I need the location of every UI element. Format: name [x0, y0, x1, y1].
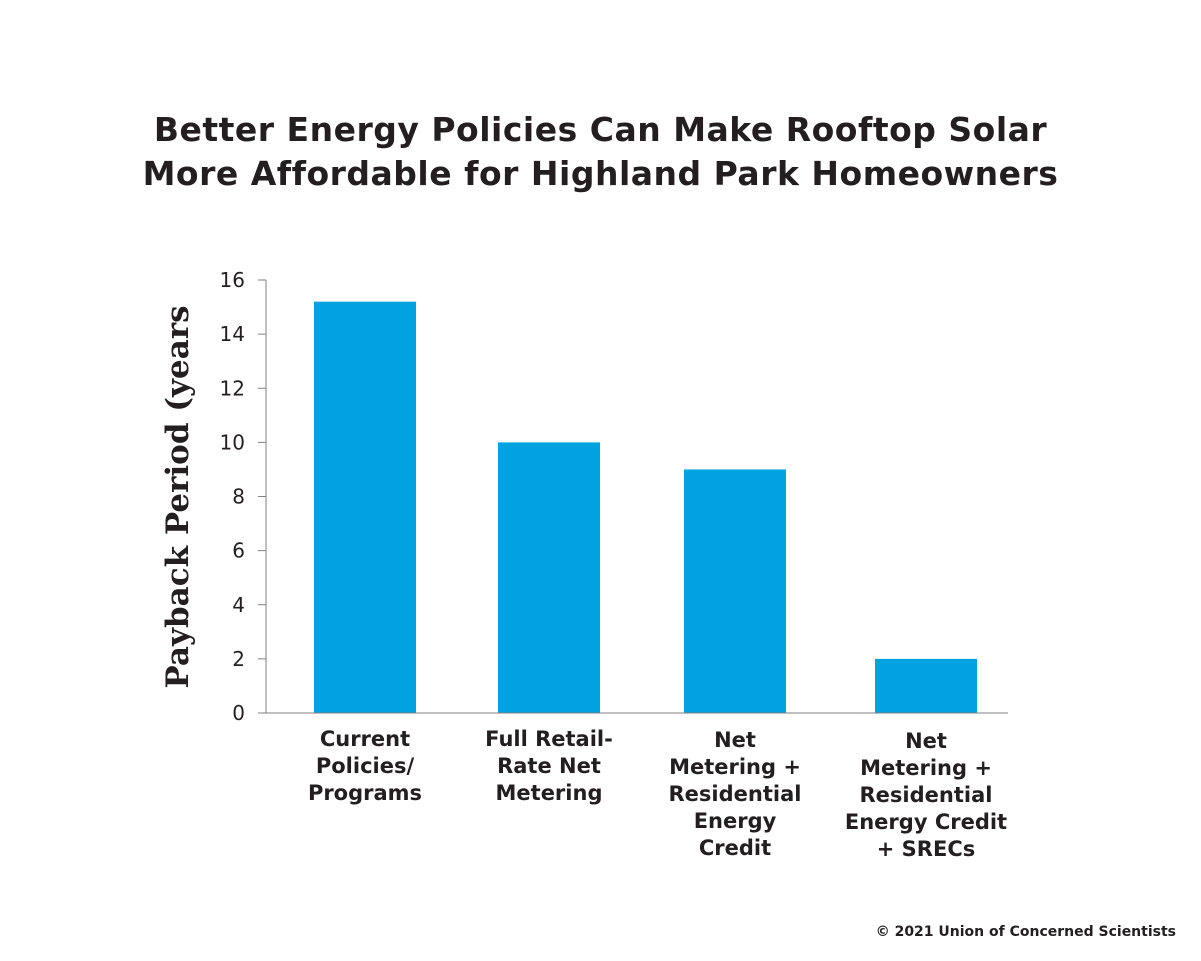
y-tick-label: 16: [220, 268, 245, 292]
x-tick-label-3: Net Metering + Residential Energy Credit: [669, 728, 802, 860]
x-tick-labels: Current Policies/Programs Full Retail- Rate…: [308, 727, 1007, 861]
x-tick-label-4: Net Metering + Residential Energy Credit + S…: [845, 729, 1007, 861]
x-tick-label-line: Metering +: [669, 755, 801, 779]
chart-title: Better Energy Policies Can Make Rooftop …: [0, 108, 1201, 196]
x-tick-label-line: Rate Net: [497, 754, 601, 778]
x-tick-label-line: Residential: [669, 782, 802, 806]
y-tick-label: 4: [232, 593, 245, 617]
x-tick-label-line: Current: [320, 727, 410, 751]
y-tick-label: 8: [232, 485, 245, 509]
x-tick-label-line: Energy: [694, 809, 777, 833]
x-tick-label-1: Current Policies/Programs: [308, 727, 422, 805]
x-tick-label-2: Full Retail- Rate Net Metering: [485, 727, 613, 805]
x-tick-label-line: + SRECs: [877, 837, 975, 861]
y-tick-label: 10: [220, 430, 245, 454]
bar-3: [684, 469, 786, 713]
bar-2: [498, 442, 600, 713]
y-axis-label: Payback Period (years: [160, 305, 196, 688]
bar-4: [875, 658, 977, 713]
bar-1: [314, 301, 416, 713]
chart-title-line-1: Better Energy Policies Can Make Rooftop …: [153, 110, 1048, 149]
x-tick-label-line: Policies/: [316, 754, 415, 778]
x-tick-label-line: Full Retail-: [485, 727, 613, 751]
y-tick-labels: 0 2 4 6 8 10 12 14 16: [220, 268, 266, 725]
x-tick-label-line: Credit: [699, 836, 771, 860]
x-tick-label-line: Energy Credit: [845, 810, 1007, 834]
copyright-footer: © 2021 Union of Concerned Scientists: [875, 924, 1176, 940]
y-tick-label: 14: [220, 322, 245, 346]
x-tick-label-line: Metering +: [860, 756, 992, 780]
x-tick-label-line: Programs: [308, 781, 422, 805]
y-tick-label: 0: [232, 701, 245, 725]
y-tick-label: 12: [220, 376, 245, 400]
x-tick-label-line: Net: [905, 729, 947, 753]
x-tick-label-line: Net: [714, 728, 756, 752]
x-tick-label-line: Residential: [860, 783, 993, 807]
x-tick-label-line: Metering: [496, 781, 603, 805]
y-tick-label: 2: [232, 647, 245, 671]
chart-title-line-2: More Affordable for Highland Park Homeow…: [142, 154, 1059, 193]
y-tick-label: 6: [232, 539, 245, 563]
bars: [314, 301, 977, 713]
